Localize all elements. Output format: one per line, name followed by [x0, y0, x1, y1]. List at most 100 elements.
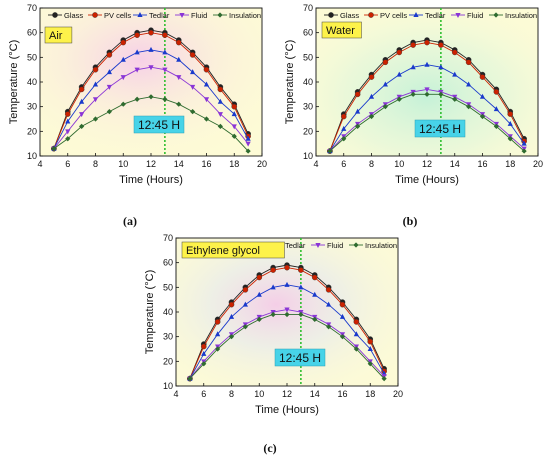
data-point [312, 291, 318, 297]
data-point [368, 113, 375, 120]
panel-caption: (b) [403, 214, 418, 228]
series-insulation [187, 311, 387, 382]
data-point [424, 87, 430, 93]
medium-label: Air [49, 30, 63, 42]
data-point [284, 281, 290, 287]
legend-label: Insulation [505, 11, 537, 20]
data-point [92, 116, 99, 122]
x-tick-label: 20 [533, 159, 543, 169]
x-tick-label: 14 [174, 159, 184, 169]
data-point [120, 39, 127, 46]
data-point [148, 94, 154, 100]
data-point [326, 301, 332, 307]
x-tick-label: 18 [505, 159, 515, 169]
data-point [355, 108, 361, 114]
medium-label-box [321, 21, 362, 39]
series-insulation [327, 91, 527, 154]
x-tick-label: 16 [477, 159, 487, 169]
data-point [187, 376, 193, 382]
y-tick-label: 70 [27, 3, 37, 13]
series-pv-cells [51, 29, 251, 152]
data-point [203, 97, 210, 103]
data-point [215, 331, 221, 337]
data-point [354, 91, 361, 98]
data-point [270, 267, 276, 273]
data-point [134, 32, 140, 38]
y-tick-label: 10 [303, 151, 313, 161]
data-point [176, 56, 182, 62]
data-point [120, 101, 126, 107]
data-point [176, 101, 182, 107]
y-axis-label: Temperature (°C) [144, 270, 156, 354]
x-tick-label: 10 [118, 159, 128, 169]
data-point [203, 81, 210, 87]
data-point [479, 113, 486, 120]
legend-marker [413, 12, 419, 17]
data-point [214, 319, 221, 325]
data-point [215, 346, 221, 352]
data-point [284, 264, 290, 271]
legend-marker [328, 12, 334, 18]
data-point [148, 65, 154, 71]
data-point [231, 103, 238, 110]
data-point [284, 307, 290, 313]
series-fluid [51, 65, 251, 152]
data-point [465, 59, 472, 66]
data-point [242, 324, 248, 330]
legend-marker [137, 12, 143, 17]
data-point [120, 56, 126, 62]
data-point [217, 86, 224, 93]
data-point [106, 84, 112, 90]
data-point [175, 39, 182, 46]
data-point [452, 71, 458, 77]
x-tick-label: 8 [93, 159, 98, 169]
x-tick-label: 10 [254, 389, 264, 399]
data-point [120, 75, 126, 81]
data-point [242, 286, 249, 293]
y-tick-label: 50 [27, 52, 37, 62]
data-point [162, 49, 168, 55]
data-point [424, 91, 430, 97]
legend-label: Tedlar [149, 11, 170, 20]
y-tick-label: 20 [163, 356, 173, 366]
series-tedlar [51, 46, 251, 151]
data-point [256, 274, 263, 281]
y-tick-label: 50 [163, 282, 173, 292]
data-point [106, 109, 112, 115]
medium-label: Water [326, 25, 355, 37]
data-point [284, 311, 290, 318]
panel-caption: (c) [263, 441, 276, 455]
data-point [340, 113, 347, 120]
y-tick-label: 40 [163, 307, 173, 317]
y-tick-label: 60 [163, 258, 173, 268]
y-tick-label: 40 [303, 77, 313, 87]
y-tick-label: 30 [27, 102, 37, 112]
data-point [396, 49, 403, 56]
data-point [298, 284, 304, 290]
data-point [339, 334, 346, 340]
time-label-box [133, 115, 185, 134]
data-point [162, 32, 168, 38]
data-point [381, 376, 387, 382]
data-point [410, 42, 416, 48]
legend-label: Tedlar [425, 11, 446, 20]
data-point [479, 74, 486, 80]
data-point [339, 313, 346, 319]
y-tick-label: 30 [163, 332, 173, 342]
data-point [201, 350, 207, 356]
data-point [162, 67, 168, 73]
x-tick-label: 12 [422, 159, 432, 169]
legend-label: Glass [64, 11, 83, 20]
x-tick-label: 4 [173, 389, 178, 399]
legend-label: Fluid [467, 11, 483, 20]
x-tick-label: 6 [201, 389, 206, 399]
legend-marker [179, 13, 185, 18]
data-point [162, 96, 168, 102]
medium-label-box [44, 26, 73, 44]
y-tick-label: 20 [303, 126, 313, 136]
data-point [438, 64, 444, 70]
x-tick-label: 16 [201, 159, 211, 169]
y-tick-label: 30 [303, 102, 313, 112]
data-point [148, 46, 154, 52]
